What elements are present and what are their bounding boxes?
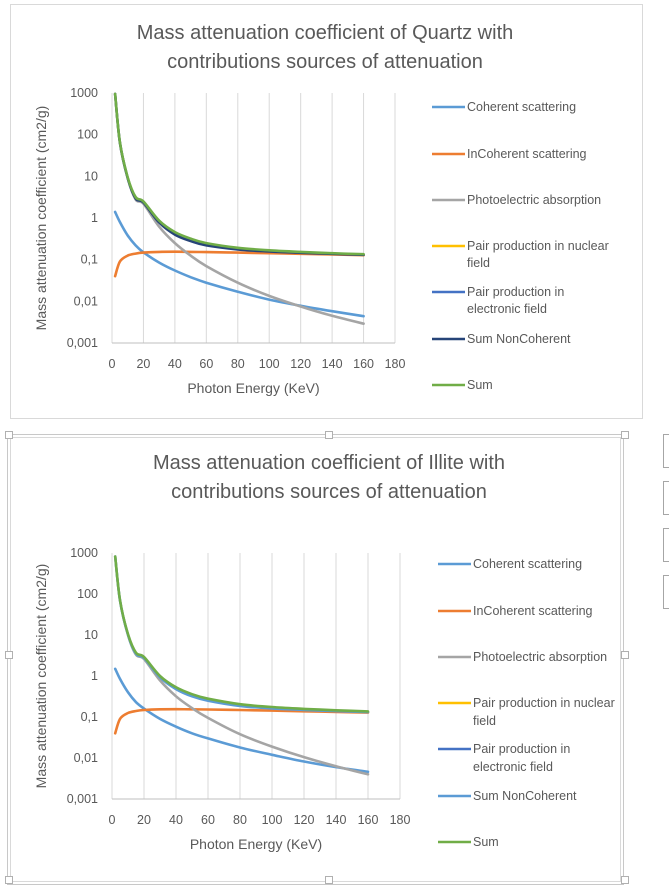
legend-label: field	[473, 714, 496, 728]
x-tick-label: 120	[294, 813, 315, 827]
y-axis-title: Mass attenuation coefficient (cm2/g)	[33, 564, 49, 789]
series-line-coherent-scattering	[113, 667, 370, 774]
legend-label: Coherent scattering	[473, 557, 582, 571]
x-axis-title: Photon Energy (KeV)	[187, 380, 319, 396]
legend-label: Pair production in nuclear	[467, 239, 609, 253]
x-axis-title: Photon Energy (KeV)	[190, 836, 322, 852]
y-tick-label: 0,1	[81, 253, 98, 267]
y-tick-label: 100	[77, 587, 98, 601]
x-tick-label: 100	[259, 357, 280, 371]
x-tick-label: 40	[168, 357, 182, 371]
chart-title-line: Mass attenuation coefficient of Illite w…	[153, 452, 505, 474]
y-tick-label: 1000	[70, 86, 98, 100]
legend-label: electronic field	[473, 760, 553, 774]
x-tick-label: 180	[390, 813, 411, 827]
chart-title-line: contributions sources of attenuation	[171, 481, 487, 503]
legend-label: Coherent scattering	[467, 100, 576, 114]
chart-title-line: contributions sources of attenuation	[167, 51, 483, 73]
series-line-incoherent-scattering	[113, 707, 370, 735]
chart-styles-button[interactable]	[663, 481, 669, 515]
y-tick-label: 0,001	[67, 792, 98, 806]
series-line-photoelectric-absorption	[113, 555, 370, 776]
legend-label: Sum	[467, 378, 493, 392]
x-tick-label: 80	[233, 813, 247, 827]
series-line-sum	[113, 92, 365, 256]
x-tick-label: 0	[109, 357, 116, 371]
legend-label: electronic field	[467, 302, 547, 316]
resize-handle-top-center[interactable]	[325, 431, 333, 439]
chart-1: Mass attenuation coefficient of Illite w…	[33, 452, 615, 852]
legend-label: Photoelectric absorption	[473, 650, 607, 664]
legend-label: InCoherent scattering	[473, 604, 593, 618]
x-tick-label: 60	[199, 357, 213, 371]
x-tick-label: 20	[136, 357, 150, 371]
legend-label: InCoherent scattering	[467, 147, 587, 161]
resize-handle-top-left[interactable]	[5, 431, 13, 439]
resize-handle-bottom-right[interactable]	[621, 876, 629, 884]
series-line-coherent-scattering	[113, 210, 365, 318]
legend-label: Pair production in	[467, 285, 564, 299]
chart-title-line: Mass attenuation coefficient of Quartz w…	[137, 22, 514, 44]
resize-handle-middle-right[interactable]	[621, 651, 629, 659]
legend-label: Sum NonCoherent	[473, 789, 577, 803]
x-tick-label: 140	[322, 357, 343, 371]
series-line-sum-noncoherent	[113, 92, 365, 257]
x-tick-label: 40	[169, 813, 183, 827]
x-tick-label: 180	[385, 357, 406, 371]
resize-handle-top-right[interactable]	[621, 431, 629, 439]
chart-filters-button[interactable]	[663, 528, 669, 562]
legend-label: Sum	[473, 835, 499, 849]
x-tick-label: 20	[137, 813, 151, 827]
chart-elements-button[interactable]	[663, 434, 669, 468]
y-tick-label: 1000	[70, 546, 98, 560]
resize-handle-bottom-center[interactable]	[325, 876, 333, 884]
series-line-incoherent-scattering	[113, 250, 365, 278]
y-tick-label: 0,01	[74, 751, 98, 765]
resize-handle-bottom-left[interactable]	[5, 876, 13, 884]
legend-label: Sum NonCoherent	[467, 332, 571, 346]
legend-label: Pair production in nuclear	[473, 696, 615, 710]
x-tick-label: 100	[262, 813, 283, 827]
y-tick-label: 1	[91, 669, 98, 683]
y-tick-label: 0,01	[74, 294, 98, 308]
y-tick-label: 1	[91, 211, 98, 225]
series-line-sum	[113, 555, 370, 713]
y-tick-label: 10	[84, 628, 98, 642]
x-tick-label: 80	[231, 357, 245, 371]
chart-0: Mass attenuation coefficient of Quartz w…	[33, 22, 609, 396]
x-tick-label: 120	[290, 357, 311, 371]
x-tick-label: 160	[353, 357, 374, 371]
resize-handle-middle-left[interactable]	[5, 651, 13, 659]
y-tick-label: 0,1	[81, 710, 98, 724]
y-tick-label: 0,001	[67, 336, 98, 350]
chart-layout-button[interactable]	[663, 575, 669, 609]
x-tick-label: 60	[201, 813, 215, 827]
legend-label: Pair production in	[473, 742, 570, 756]
legend-label: Photoelectric absorption	[467, 193, 601, 207]
x-tick-label: 140	[326, 813, 347, 827]
x-tick-label: 0	[109, 813, 116, 827]
legend-label: field	[467, 256, 490, 270]
series-line-sum-noncoherent	[113, 555, 370, 714]
y-tick-label: 100	[77, 128, 98, 142]
y-tick-label: 10	[84, 169, 98, 183]
series-line-photoelectric-absorption	[113, 92, 365, 325]
y-axis-title: Mass attenuation coefficient (cm2/g)	[33, 106, 49, 331]
x-tick-label: 160	[358, 813, 379, 827]
